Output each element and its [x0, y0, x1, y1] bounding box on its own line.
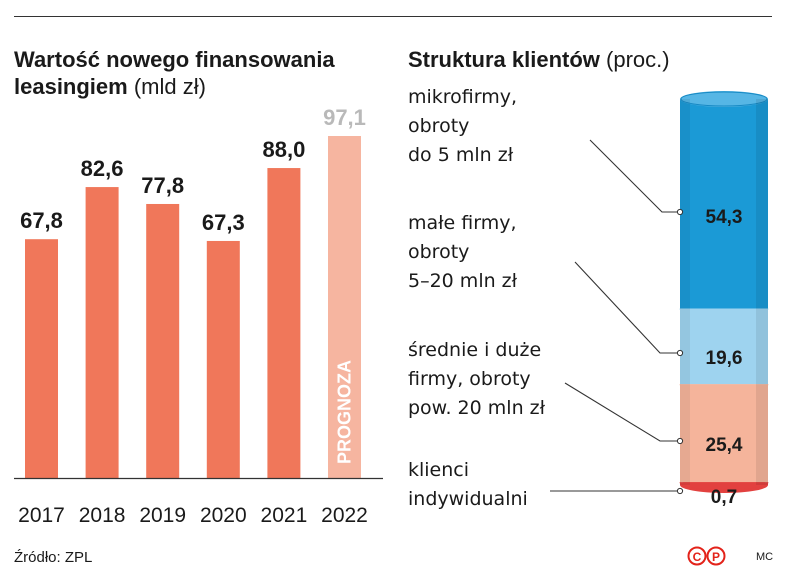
logo-circle-c — [687, 546, 707, 566]
forecast-label: PROGNOZA — [335, 360, 355, 464]
x-tick-label-2017: 2017 — [18, 504, 65, 527]
bar-value-label-2019: 77,8 — [141, 173, 184, 198]
cylinder-segment-2 — [680, 308, 768, 385]
structure-chart-title: Struktura klientów (proc.) — [408, 46, 778, 73]
cylinder-top-cap — [680, 91, 768, 107]
structure-chart-unit: (proc.) — [606, 47, 670, 72]
segment-value-label-4: 0,7 — [711, 487, 737, 508]
segment-value-label-3: 25,4 — [706, 435, 743, 456]
logo-letter-c: C — [693, 550, 702, 564]
leader-dot-2 — [676, 349, 684, 357]
bar-2022 — [328, 136, 361, 478]
segment-label-3-line-3: pow. 20 mln zł — [408, 397, 546, 419]
segment-label-3-line-1: średnie i duże — [408, 339, 541, 361]
cylinder-shade-left — [680, 99, 690, 485]
bar-2019 — [146, 203, 180, 478]
cylinder-segment-3 — [680, 384, 768, 483]
segment-value-label-1: 54,3 — [706, 207, 743, 228]
x-tick-label-2021: 2021 — [261, 504, 308, 527]
bar-chart-unit: (mld zł) — [133, 74, 206, 99]
cylinder-separator-2 — [679, 308, 769, 318]
cylinder-separator-3 — [679, 384, 769, 393]
author-credit: MC — [756, 551, 774, 563]
bar-value-label-2022: 97,1 — [323, 105, 366, 130]
bar-2021 — [267, 168, 301, 478]
segment-label-2-line-2: obroty — [408, 241, 469, 263]
bar-chart-title-line1: Wartość nowego finansowania — [14, 47, 335, 72]
x-tick-label-2018: 2018 — [79, 504, 126, 527]
structure-chart-title-text: Struktura klientów — [408, 47, 600, 72]
leader-dot-1 — [676, 208, 684, 216]
bar-value-label-2018: 82,6 — [81, 156, 124, 181]
leader-line-2 — [574, 261, 680, 354]
segment-label-1-line-3: do 5 mln zł — [408, 144, 514, 166]
cylinder-group — [679, 91, 769, 493]
leader-line-1 — [589, 139, 680, 213]
leader-line-3 — [564, 382, 680, 442]
cylinder-top-rim — [680, 91, 768, 107]
segment-label-2-line-1: małe firmy, — [408, 212, 517, 234]
source-note: Źródło: ZPL — [14, 549, 93, 566]
segment-label-4-line-2: indywidualni — [408, 488, 528, 510]
bar-2017 — [25, 239, 58, 478]
bar-chart-title-line2: leasingiem — [14, 74, 128, 99]
segment-label-2-line-3: 5–20 mln zł — [408, 270, 518, 292]
leader-dot-3 — [676, 437, 684, 445]
bar-value-label-2021: 88,0 — [262, 137, 305, 162]
cylinder-shade-right — [756, 99, 768, 485]
x-tick-label-2020: 2020 — [200, 504, 247, 527]
x-tick-label-2022: 2022 — [321, 504, 368, 527]
segment-value-label-2: 19,6 — [706, 348, 743, 369]
bar-2018 — [85, 187, 119, 479]
x-tick-label-2019: 2019 — [139, 504, 186, 527]
segment-label-3-line-2: firmy, obroty — [408, 368, 531, 390]
cylinder-segment-1 — [680, 99, 768, 309]
bar-2020 — [206, 240, 240, 478]
segment-label-4-line-1: klienci — [408, 459, 469, 481]
bar-chart-title: Wartość nowego finansowania leasingiem (… — [14, 46, 394, 100]
cylinder-separator-4 — [679, 482, 769, 491]
bar-value-label-2020: 67,3 — [202, 210, 245, 235]
segment-label-1-line-2: obroty — [408, 115, 469, 137]
logo-circle-p — [706, 546, 726, 566]
logo-letter-p: P — [712, 550, 720, 564]
segment-label-1-line-1: mikrofirmy, — [408, 86, 517, 108]
leader-dot-4 — [676, 487, 684, 495]
top-rule — [14, 16, 772, 17]
bar-value-label-2017: 67,8 — [20, 208, 63, 233]
